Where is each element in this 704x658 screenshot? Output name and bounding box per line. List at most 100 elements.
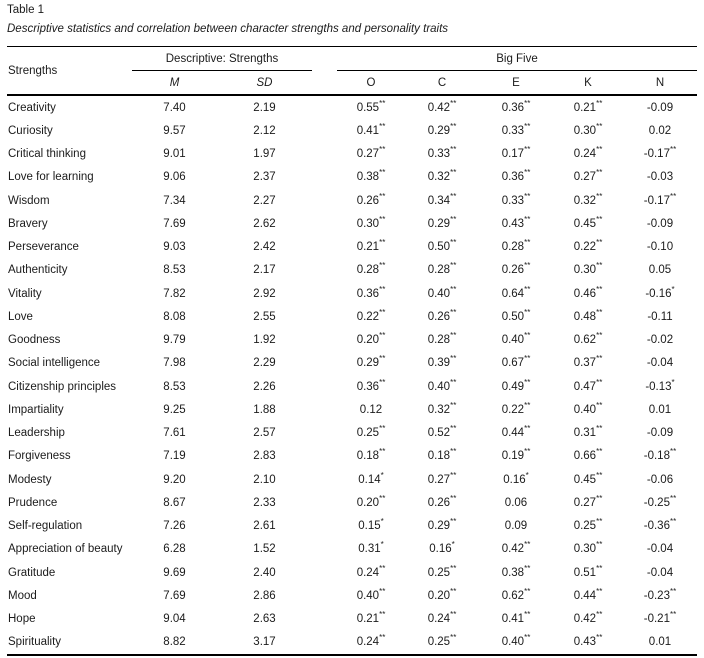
table-row: Love 8.08 2.55 0.22** 0.26** 0.50** 0.48…	[7, 305, 697, 328]
strength-label: Perseverance	[8, 241, 79, 254]
correlation-o: 0.15*	[358, 517, 384, 533]
correlation-n: -0.17**	[643, 145, 677, 161]
sd-value: 2.42	[253, 241, 276, 254]
correlation-k: 0.45**	[573, 215, 603, 230]
correlation-k: 0.22**	[573, 238, 603, 254]
strength-label: Wisdom	[8, 194, 50, 207]
table-row: Social intelligence 7.98 2.29 0.29** 0.3…	[7, 352, 697, 375]
correlation-n: -0.25**	[643, 494, 677, 509]
correlation-e: 0.36**	[501, 98, 531, 114]
correlation-c: 0.39**	[427, 354, 457, 370]
correlation-k: 0.27**	[573, 494, 603, 509]
mean-value: 8.82	[163, 636, 186, 649]
table-row: Vitality 7.82 2.92 0.36** 0.40** 0.64** …	[7, 282, 697, 305]
mean-value: 7.69	[163, 589, 186, 602]
correlation-n: -0.09	[646, 101, 674, 114]
correlation-n: -0.04	[646, 566, 674, 579]
table-row: Goodness 9.79 1.92 0.20** 0.28** 0.40** …	[7, 329, 697, 352]
column-header-sd: SD	[256, 76, 273, 89]
correlation-n: -0.21**	[643, 610, 677, 626]
strength-label: Citizenship principles	[8, 380, 117, 393]
correlation-e: 0.17**	[501, 145, 531, 161]
sd-value: 2.26	[253, 380, 276, 393]
correlation-c: 0.26**	[427, 308, 457, 323]
mean-value: 9.04	[163, 613, 186, 626]
table-row: Curiosity 9.57 2.12 0.41** 0.29** 0.33**…	[7, 119, 697, 142]
correlation-c: 0.33**	[427, 145, 457, 161]
mean-value: 9.25	[163, 403, 186, 416]
correlation-k: 0.47**	[573, 377, 603, 393]
correlation-n: -0.36**	[643, 517, 677, 533]
correlation-n: 0.01	[648, 403, 672, 416]
strength-label: Bravery	[8, 217, 48, 230]
table-row: Hope 9.04 2.63 0.21** 0.24** 0.41** 0.42…	[7, 608, 697, 631]
correlation-n: -0.06	[646, 473, 674, 486]
correlation-c: 0.26**	[427, 494, 457, 509]
correlation-k: 0.46**	[573, 284, 603, 300]
correlation-k: 0.45**	[573, 470, 603, 486]
correlation-n: -0.09	[646, 427, 674, 440]
correlation-k: 0.25**	[573, 517, 603, 533]
strength-label: Curiosity	[8, 124, 53, 137]
mean-value: 7.40	[163, 101, 186, 114]
correlation-e: 0.43**	[501, 215, 531, 230]
correlation-o: 0.18**	[356, 447, 386, 463]
correlation-e: 0.64**	[501, 284, 531, 300]
sd-value: 2.12	[253, 124, 276, 137]
group-header-descriptive-strengths: Descriptive: Strengths	[132, 47, 312, 71]
strength-label: Authenticity	[8, 264, 68, 277]
mean-value: 8.53	[163, 264, 186, 277]
correlation-n: -0.18**	[643, 447, 677, 463]
sd-value: 1.97	[253, 148, 276, 161]
correlation-k: 0.48**	[573, 308, 603, 323]
sd-value: 1.92	[253, 334, 276, 347]
strength-label: Creativity	[8, 101, 56, 114]
mean-value: 7.61	[163, 427, 186, 440]
strength-label: Spirituality	[8, 636, 62, 649]
correlation-o: 0.20**	[356, 331, 386, 347]
sd-value: 2.92	[253, 287, 276, 300]
correlation-n: 0.05	[648, 264, 672, 277]
correlation-c: 0.32**	[427, 168, 457, 184]
sd-value: 2.63	[253, 613, 276, 626]
correlation-e: 0.36**	[501, 168, 531, 184]
strength-label: Impartiality	[8, 403, 64, 416]
mean-value: 7.34	[163, 194, 186, 207]
mean-value: 9.03	[163, 241, 186, 254]
mean-value: 7.69	[163, 217, 186, 230]
sd-value: 1.88	[253, 403, 276, 416]
mean-value: 7.19	[163, 450, 186, 463]
correlation-n: -0.13*	[645, 377, 675, 393]
correlation-n: -0.04	[646, 543, 674, 556]
header-rule	[7, 94, 697, 96]
correlation-k: 0.62**	[573, 331, 603, 347]
correlation-e: 0.33**	[501, 191, 531, 207]
correlation-o: 0.41**	[356, 122, 386, 137]
correlation-o: 0.26**	[356, 191, 386, 207]
correlation-n: -0.23**	[643, 587, 677, 602]
correlation-k: 0.30**	[573, 261, 603, 277]
mean-value: 9.79	[163, 334, 186, 347]
sd-value: 2.19	[253, 101, 276, 114]
mean-value: 7.26	[163, 520, 186, 533]
correlation-e: 0.50**	[501, 308, 531, 323]
correlation-k: 0.27**	[573, 168, 603, 184]
correlation-e: 0.67**	[501, 354, 531, 370]
correlation-o: 0.31*	[358, 540, 384, 556]
column-header-e: E	[512, 76, 520, 89]
correlation-n: -0.17**	[643, 191, 677, 207]
correlation-e: 0.40**	[501, 633, 531, 649]
column-header-n: N	[655, 76, 665, 89]
correlation-k: 0.31**	[573, 424, 603, 440]
table-row: Appreciation of beauty 6.28 1.52 0.31* 0…	[7, 538, 697, 561]
table-row: Creativity 7.40 2.19 0.55** 0.42** 0.36*…	[7, 96, 697, 119]
correlation-o: 0.28**	[356, 261, 386, 277]
correlation-k: 0.51**	[573, 563, 603, 579]
table-row: Modesty 9.20 2.10 0.14* 0.27** 0.16* 0.4…	[7, 468, 697, 491]
mean-value: 8.53	[163, 380, 186, 393]
table-row: Leadership 7.61 2.57 0.25** 0.52** 0.44*…	[7, 422, 697, 445]
correlation-n: 0.01	[648, 636, 672, 649]
sd-value: 2.55	[253, 310, 276, 323]
column-header-c: C	[437, 76, 447, 89]
